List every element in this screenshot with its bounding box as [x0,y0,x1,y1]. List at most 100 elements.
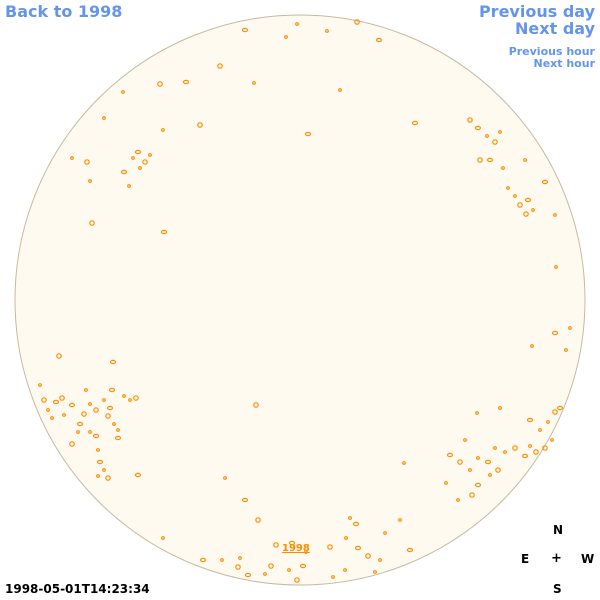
back-to-year-link[interactable]: Back to 1998 [5,2,123,21]
magnetic-feature [523,211,529,217]
magnetic-feature [373,570,377,574]
next-hour-link[interactable]: Next hour [533,57,596,70]
magnetic-feature [197,122,203,128]
magnetic-feature [112,422,116,426]
magnetic-feature [484,459,492,465]
magnetic-feature [127,184,131,188]
magnetic-feature [220,558,224,562]
magnetic-feature [554,265,558,269]
magnetic-feature [517,202,523,208]
magnetic-feature [69,441,75,447]
magnetic-feature [56,353,62,359]
magnetic-feature [526,417,534,423]
magnetic-feature [469,492,475,498]
magnetic-feature [161,128,165,132]
magnetic-feature [344,536,348,540]
magnetic-feature [133,395,139,401]
magnetic-feature [457,459,463,465]
magnetic-feature [122,394,126,398]
magnetic-feature [541,179,549,185]
magnetic-feature [493,446,497,450]
magnetic-feature [142,159,148,165]
magnetic-feature [46,408,50,412]
magnetic-feature [88,402,92,406]
magnetic-feature [325,29,329,33]
magnetic-feature [375,37,383,43]
magnetic-feature [252,81,256,85]
magnetic-feature [160,229,168,235]
magnetic-feature [299,563,307,569]
year-link[interactable]: 1998 [282,543,310,554]
magnetic-feature [352,521,360,527]
magnetic-feature [498,406,502,410]
magnetic-feature [223,476,227,480]
magnetic-feature [244,572,252,578]
magnetic-feature [568,326,572,330]
magnetic-feature [468,468,472,472]
magnetic-feature [488,473,492,477]
compass-north: N [553,523,564,537]
magnetic-feature [552,409,558,415]
magnetic-feature [268,563,274,569]
magnetic-feature [474,125,482,131]
compass-south: S [553,582,562,596]
magnetic-feature [551,330,559,336]
magnetic-feature [456,498,460,502]
next-day-link[interactable]: Next day [515,19,595,38]
magnetic-feature [134,472,142,478]
magnetic-feature [128,398,132,402]
magnetic-feature [506,186,510,190]
magnetic-feature [76,421,84,427]
magnetic-features [38,19,572,583]
magnetic-feature [383,531,387,535]
magnetic-feature [41,397,47,403]
magnetic-feature [102,116,106,120]
compass-east: E [521,552,530,566]
magnetic-feature [241,497,249,503]
previous-day-link[interactable]: Previous day [478,2,595,21]
magnetic-feature [550,438,554,442]
magnetic-feature [273,542,279,548]
magnetic-feature [512,445,518,451]
magnetic-feature [378,558,382,562]
magnetic-feature [62,413,66,417]
magnetic-feature [70,156,74,160]
magnetic-feature [477,157,483,163]
magnetic-feature [348,516,352,520]
magnetic-feature [513,194,517,198]
previous-hour-link[interactable]: Previous hour [508,45,595,58]
magnetic-feature [157,81,163,87]
magnetic-feature [105,475,111,481]
magnetic-feature [528,444,532,448]
magnetic-feature [92,433,100,439]
magnetic-feature [343,568,347,572]
magnetic-feature [96,459,104,465]
magnetic-feature [304,550,308,554]
magnetic-feature [485,134,489,138]
magnetic-feature [495,467,501,473]
magnetic-feature [331,575,335,579]
magnetic-feature [109,359,117,365]
magnetic-feature [102,468,106,472]
magnetic-feature [50,416,54,420]
magnetic-feature [88,179,92,183]
magnetic-feature [255,517,261,523]
magnetic-feature [327,544,333,550]
magnetic-feature [148,153,152,157]
magnetic-feature [84,388,88,392]
magnetic-feature [553,213,557,217]
observation-timestamp: 1998-05-01T14:23:34 [5,582,150,596]
magnetic-feature [530,344,534,348]
magnetic-feature [88,430,92,434]
magnetic-feature [542,445,548,451]
magnetic-feature [406,547,414,553]
magnetic-feature [76,430,80,434]
magnetic-feature [354,19,360,25]
magnetic-feature [411,120,419,126]
magnetic-feature [52,399,60,405]
magnetic-feature [446,452,454,458]
magnetic-feature [304,131,312,137]
magnetic-feature [138,166,142,170]
magnetic-feature [114,435,122,441]
